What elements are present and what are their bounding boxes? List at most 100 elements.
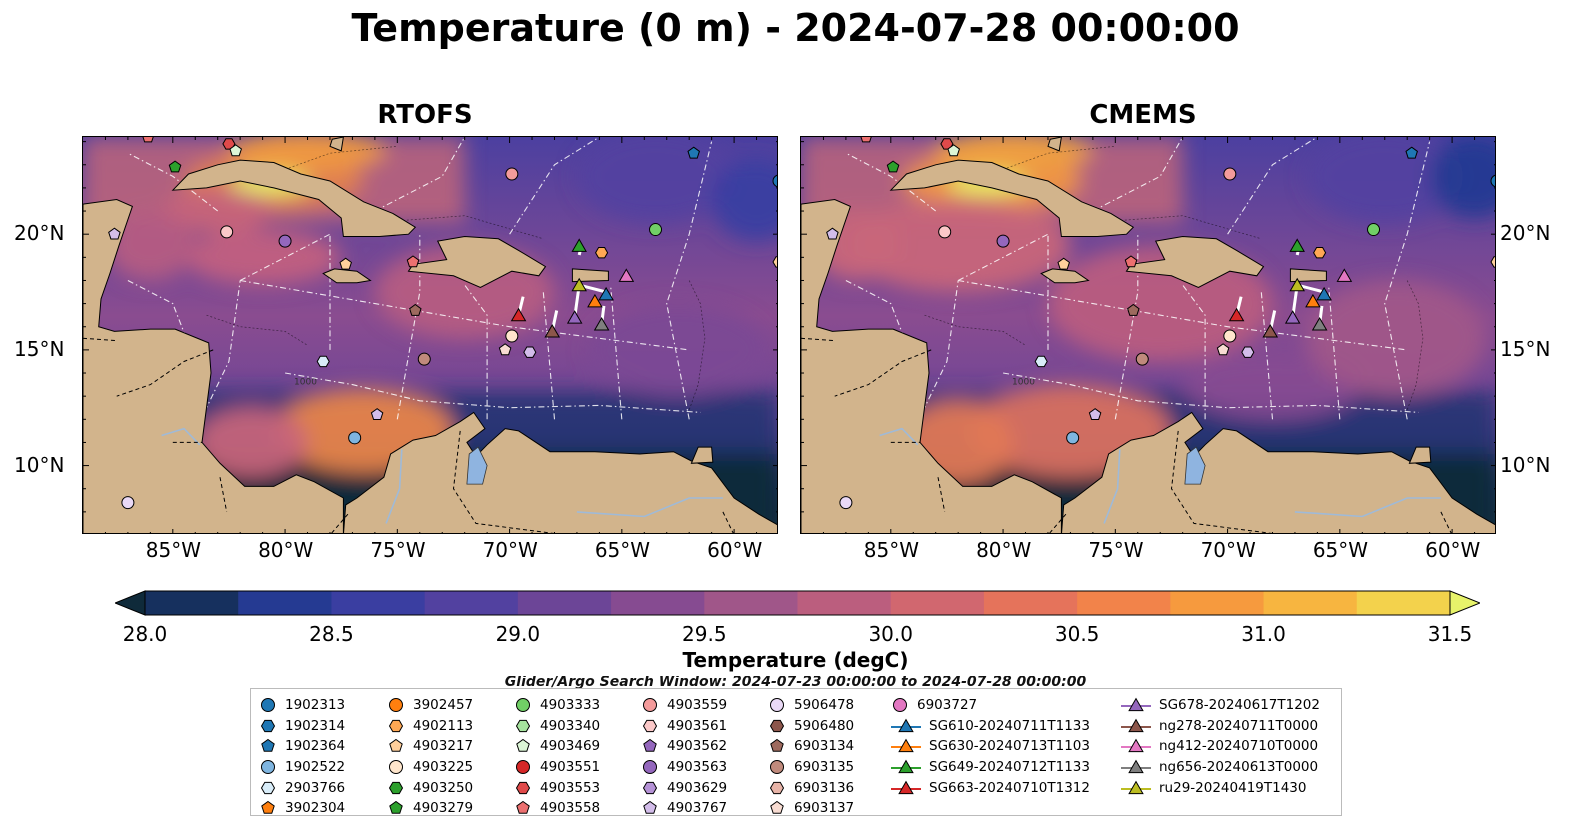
argo-float-marker bbox=[1313, 247, 1327, 259]
hexagon-marker-icon bbox=[642, 781, 658, 794]
legend-symbol bbox=[516, 739, 530, 753]
search-window-text: Glider/Argo Search Window: 2024-07-23 00… bbox=[504, 676, 1087, 688]
panel-title-cmems: CMEMS bbox=[1089, 100, 1197, 130]
legend-item: 4903553 bbox=[514, 777, 600, 798]
land-hispaniola bbox=[1125, 235, 1265, 288]
legend-symbol bbox=[642, 719, 658, 732]
legend-symbol bbox=[893, 698, 907, 713]
land-southamerica bbox=[343, 411, 777, 533]
colorbar-segment bbox=[890, 591, 985, 615]
legend-symbol bbox=[389, 801, 403, 815]
legend-item: 6903137 bbox=[768, 798, 854, 819]
legend-symbol bbox=[516, 698, 530, 713]
triangle-marker-icon bbox=[891, 739, 921, 753]
glider-marker bbox=[593, 317, 610, 331]
legend-symbol bbox=[769, 719, 785, 732]
legend-item: 4902113 bbox=[387, 716, 473, 737]
map-panel-cmems[interactable]: 1000 bbox=[800, 136, 1496, 534]
legend-item: ng412-20240710T0000 bbox=[1121, 736, 1320, 757]
argo-float-marker bbox=[1490, 174, 1495, 188]
hexagon-marker-icon bbox=[769, 781, 785, 794]
legend-item: 4903333 bbox=[514, 695, 600, 716]
legend-item: 3902304 bbox=[259, 798, 345, 819]
legend-item: 6903136 bbox=[768, 777, 854, 798]
legend-label: 5906480 bbox=[794, 717, 855, 734]
triangle-marker-icon bbox=[891, 759, 921, 774]
legend-item: 4903558 bbox=[514, 798, 600, 819]
legend-column: 5906478 5906480 6903134 6903135 6903136 69031… bbox=[768, 695, 854, 819]
legend-label: 4903340 bbox=[540, 717, 601, 734]
legend-label: ng412-20240710T0000 bbox=[1159, 738, 1319, 755]
depth-contours bbox=[924, 145, 1424, 411]
legend-item: 6903134 bbox=[768, 736, 854, 757]
legend-symbol bbox=[388, 781, 404, 794]
legend-item: ng278-20240711T0000 bbox=[1121, 716, 1320, 737]
pentagon-marker-icon bbox=[389, 739, 403, 753]
legend-label: SG649-20240712T1133 bbox=[929, 759, 1090, 776]
colorbar-segment bbox=[424, 591, 519, 615]
circle-marker-icon bbox=[261, 698, 275, 713]
legend-triangle bbox=[1128, 780, 1144, 794]
legend-item: 4903340 bbox=[514, 716, 600, 737]
circle-marker-icon bbox=[516, 760, 530, 775]
legend-symbol bbox=[643, 801, 657, 815]
lon-tick-label: 65°W bbox=[594, 538, 651, 562]
argo-float-marker bbox=[229, 144, 242, 157]
colorbar-segment bbox=[1263, 591, 1358, 615]
lon-tick-label: 65°W bbox=[1312, 538, 1369, 562]
argo-float-marker bbox=[316, 355, 330, 368]
legend-item: 5906478 bbox=[768, 695, 854, 716]
legend-label: SG678-20240617T1202 bbox=[1159, 697, 1320, 714]
legend-label: 4903279 bbox=[413, 800, 474, 817]
land-cuba bbox=[171, 159, 417, 237]
triangle-marker-icon bbox=[1121, 718, 1151, 732]
legend-symbol bbox=[643, 739, 657, 753]
legend-symbol bbox=[261, 698, 275, 713]
colorbar-tick-label: 31.5 bbox=[1427, 622, 1473, 646]
pentagon-marker-icon bbox=[643, 801, 657, 815]
circle-marker-icon bbox=[389, 698, 403, 713]
argo-float-marker bbox=[108, 227, 121, 240]
legend-label: 6903135 bbox=[794, 759, 855, 776]
argo-float-marker bbox=[222, 138, 236, 150]
legend-label: 6903727 bbox=[917, 697, 978, 714]
circle-marker-icon bbox=[261, 760, 275, 775]
hexagon-marker-icon bbox=[769, 719, 785, 732]
legend-symbol bbox=[260, 719, 276, 732]
colorbar-segment bbox=[331, 591, 426, 615]
legend-symbol bbox=[516, 760, 530, 775]
legend-triangle bbox=[1128, 739, 1144, 753]
argo-float-marker bbox=[996, 234, 1010, 248]
legend-item: 4903217 bbox=[387, 736, 473, 757]
colorbar-tick-label: 28.5 bbox=[309, 622, 354, 646]
circle-marker-icon bbox=[893, 698, 907, 713]
lake-maracaibo bbox=[1184, 446, 1206, 485]
legend-triangle bbox=[898, 780, 914, 794]
argo-float-marker bbox=[348, 431, 362, 445]
legend-triangle bbox=[898, 718, 914, 732]
argo-float-marker bbox=[505, 329, 519, 343]
argo-float-marker bbox=[1127, 303, 1140, 316]
map-panel-rtofs[interactable]: 1000 bbox=[82, 136, 778, 534]
argo-float-marker bbox=[1490, 256, 1495, 268]
legend-item: 4903225 bbox=[387, 757, 473, 778]
colorbar-segment bbox=[1077, 591, 1171, 615]
lat-tick-label: 20°N bbox=[1500, 221, 1551, 246]
legend-label: 4903558 bbox=[540, 800, 601, 817]
argo-float-marker bbox=[1135, 352, 1149, 366]
legend-item: 6903727 bbox=[891, 695, 1090, 716]
circle-marker-icon bbox=[643, 698, 657, 713]
lon-tick-label: 75°W bbox=[1088, 538, 1144, 562]
land bbox=[83, 137, 777, 533]
glider-marker bbox=[587, 293, 603, 308]
colorbar-segment bbox=[704, 591, 798, 615]
frame-ticks bbox=[801, 137, 1495, 533]
legend-symbol bbox=[643, 760, 657, 775]
legend-triangle bbox=[898, 739, 914, 753]
colorbar-segment bbox=[1356, 591, 1451, 615]
land-trinidad bbox=[690, 446, 714, 464]
depth-contours bbox=[206, 145, 706, 411]
argo-float-marker bbox=[142, 137, 154, 143]
legend-label: 4903562 bbox=[667, 738, 728, 755]
legend-label: 4903225 bbox=[413, 759, 474, 776]
